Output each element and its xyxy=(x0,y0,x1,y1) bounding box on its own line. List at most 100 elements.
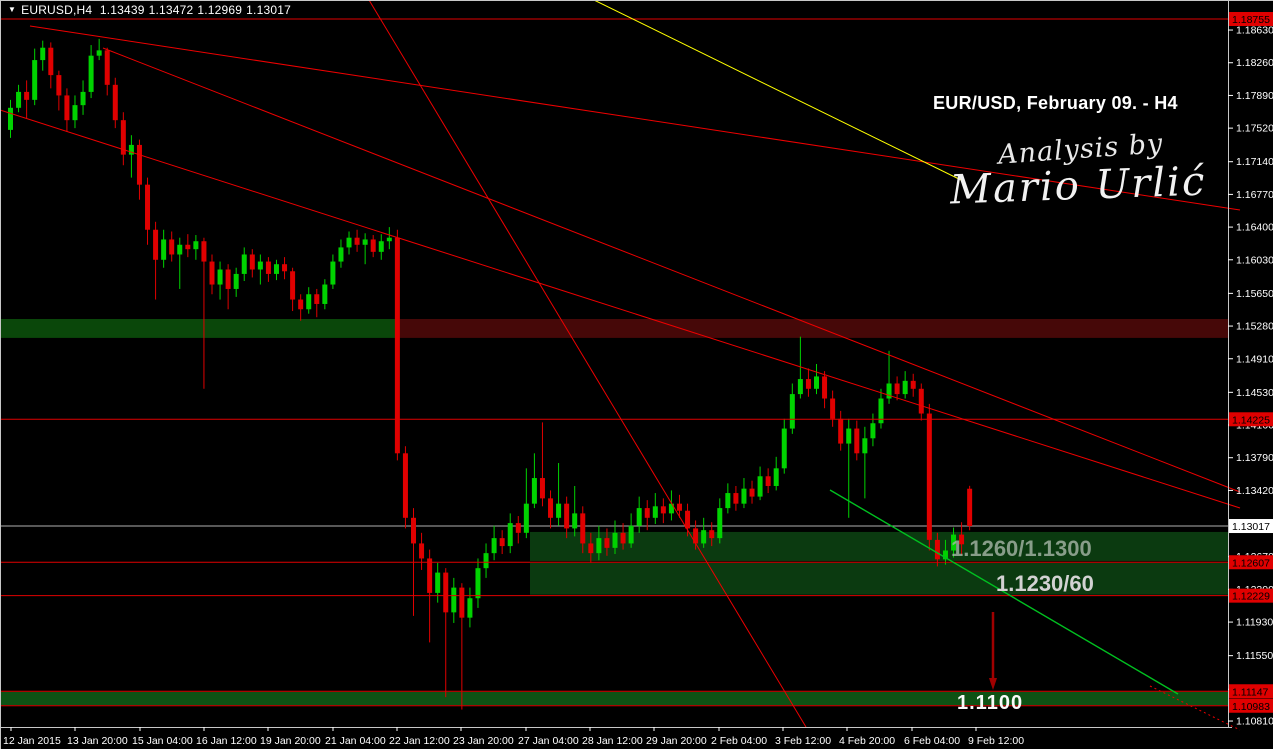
candle-body xyxy=(475,568,481,599)
candle-body xyxy=(789,394,795,429)
time-tick-label: 29 Jan 20:00 xyxy=(646,735,707,747)
price-tag-label: 1.12607 xyxy=(1232,557,1270,569)
candle-body xyxy=(354,237,360,245)
time-tick-label: 19 Jan 20:00 xyxy=(260,735,321,747)
candle-body xyxy=(556,503,562,518)
price-tick-label: 1.14910 xyxy=(1236,353,1273,365)
candle-body xyxy=(128,144,134,155)
zone-resistance-maroon-right[interactable] xyxy=(396,318,1228,338)
time-tick-label: 2 Feb 04:00 xyxy=(711,735,767,747)
time-tick-label: 9 Feb 12:00 xyxy=(968,735,1024,747)
candle-body xyxy=(959,534,965,545)
price-tag-label: 1.10983 xyxy=(1232,701,1270,713)
candle-body xyxy=(64,95,70,121)
candle-body xyxy=(773,468,779,486)
candle-body xyxy=(145,184,151,230)
current-price-tag xyxy=(1229,519,1273,534)
candle-body xyxy=(604,538,610,548)
trendline-main-channel[interactable] xyxy=(102,47,1241,493)
price-tick-label: 1.10810 xyxy=(1236,716,1273,728)
candle-body xyxy=(725,493,731,509)
watermark-author-signature: Mario Urlić xyxy=(949,158,1208,214)
price-tick-label: 1.17890 xyxy=(1236,90,1273,102)
candle-body xyxy=(967,488,973,527)
candle-body xyxy=(636,508,642,526)
candle-body xyxy=(580,513,586,544)
symbol-dropdown-icon[interactable]: ▼ xyxy=(8,5,17,14)
candle-body xyxy=(548,498,554,518)
time-tick-label: 28 Jan 12:00 xyxy=(582,735,643,747)
zone-support-1.1100[interactable] xyxy=(1,691,1228,706)
candle-body xyxy=(483,553,489,569)
candle-body xyxy=(8,107,13,130)
candle-body xyxy=(644,508,650,518)
zone-label-1.1100: 1.1100 xyxy=(957,692,1024,714)
candle-body xyxy=(306,294,312,310)
level-price-tag xyxy=(1229,11,1273,26)
candle-body xyxy=(685,510,691,529)
trendline-yellow-projection[interactable] xyxy=(593,0,966,183)
candle-body xyxy=(241,254,247,274)
trendline-steep-break[interactable] xyxy=(368,0,807,728)
zone-support-1.1230-60[interactable] xyxy=(530,562,1228,595)
candle-body xyxy=(48,47,54,76)
zone-support-1.1260-1.1300[interactable] xyxy=(530,531,1228,562)
candle-body xyxy=(16,91,22,108)
candle-body xyxy=(902,380,908,395)
zone-old-support-green-left[interactable] xyxy=(1,318,396,338)
candle-body xyxy=(628,525,634,544)
price-tick-label: 1.13790 xyxy=(1236,452,1273,464)
candle-body xyxy=(926,413,932,540)
level-price-tag xyxy=(1229,698,1273,713)
price-tick-label: 1.11930 xyxy=(1236,617,1273,629)
candle-body xyxy=(531,478,537,504)
candle-body xyxy=(539,478,545,499)
candle-body xyxy=(298,299,304,310)
candle-body xyxy=(942,550,948,560)
candle-body xyxy=(676,503,682,511)
candle-body xyxy=(717,508,723,539)
candle-body xyxy=(886,383,892,399)
candle-body xyxy=(660,506,666,514)
down-arrow-head[interactable] xyxy=(989,678,997,690)
time-tick-label: 13 Jan 20:00 xyxy=(67,735,128,747)
candle-body xyxy=(225,269,231,289)
candle-body xyxy=(564,503,570,529)
candle-body xyxy=(894,383,900,395)
candle-body xyxy=(765,476,771,486)
candle-body xyxy=(209,261,215,285)
zone-label-1.1230-60: 1.1230/60 xyxy=(996,571,1094,596)
candle-body xyxy=(588,543,594,554)
trendline-green-bear-line[interactable] xyxy=(829,489,1179,695)
candle-body xyxy=(370,239,376,252)
price-tag-label: 1.14225 xyxy=(1232,414,1270,426)
symbol-name: EURUSD,H4 xyxy=(21,3,93,17)
time-tick-label: 12 Jan 2015 xyxy=(3,735,61,747)
candle-body xyxy=(572,513,578,529)
candle-body xyxy=(24,91,30,100)
price-tick-label: 1.16770 xyxy=(1236,189,1273,201)
candle-body xyxy=(120,120,126,155)
candle-body xyxy=(749,488,755,497)
price-tick-label: 1.17140 xyxy=(1236,156,1273,168)
candle-body xyxy=(402,453,408,518)
price-tick-label: 1.15280 xyxy=(1236,321,1273,333)
level-price-tag xyxy=(1229,684,1273,699)
candle-body xyxy=(491,538,497,554)
trendline-green-line-extension[interactable] xyxy=(1149,685,1241,731)
candle-body xyxy=(217,269,223,285)
candle-body xyxy=(781,428,787,469)
trendline-upper-shallow[interactable] xyxy=(29,25,1241,211)
candle-body xyxy=(153,229,159,260)
candle-body xyxy=(709,530,715,539)
candle-body xyxy=(854,428,860,454)
trendline-lower-channel[interactable] xyxy=(0,109,1241,509)
candle-body xyxy=(411,517,416,544)
candle-body xyxy=(701,530,707,544)
candle-body xyxy=(322,284,328,304)
candle-body xyxy=(314,294,320,304)
candle-body xyxy=(249,254,255,270)
candle-body xyxy=(814,376,819,389)
